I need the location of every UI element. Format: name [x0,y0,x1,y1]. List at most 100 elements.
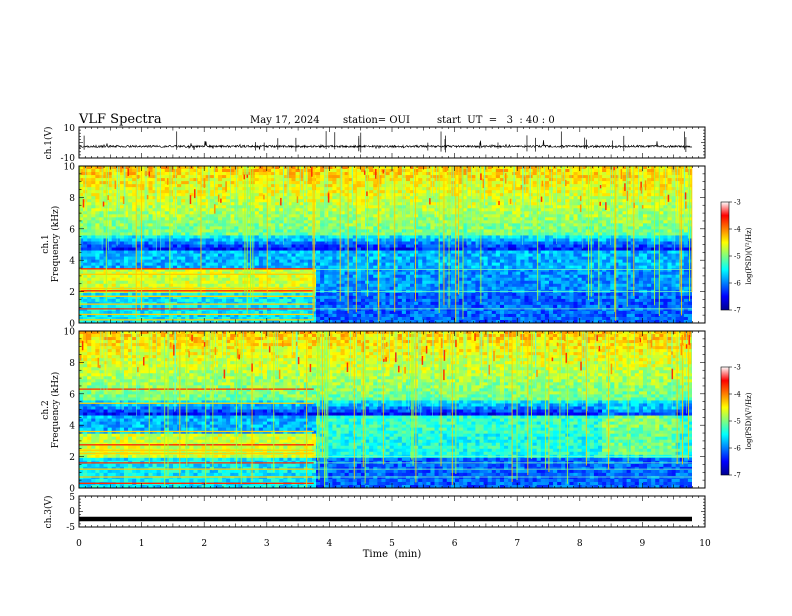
spectrogram-cell [426,193,430,196]
spectrogram-cell [95,299,99,302]
spectrogram-cell [99,284,103,287]
spectrogram-cell [324,208,328,211]
spectrogram-cell [108,305,112,308]
spectrogram-cell [161,172,165,175]
spectrogram-cell [259,166,263,169]
spectrogram-cell [418,296,422,299]
spectrogram-cell [99,187,103,190]
spectrogram-cell [263,245,267,248]
spectrogram-cell [165,251,169,254]
spectrogram-cell [361,293,365,296]
spectrogram-cell [222,251,226,254]
spectrogram-cell [402,284,406,287]
spectrogram-cell [369,293,373,296]
spectrogram-cell [386,305,390,308]
spectrogram-cell [112,169,116,172]
spectrogram-cell [304,241,308,244]
spectrogram-cell [406,241,410,244]
spectrogram-cell [275,251,279,254]
spectrogram-cell [95,220,99,223]
spectrogram-cell [296,208,300,211]
spectrogram-cell [381,299,385,302]
spectrogram-cell [292,260,296,263]
spectrogram-cell [275,193,279,196]
spectrogram-cell [304,220,308,223]
spectrogram-cell [422,263,426,266]
spectrogram-cell [210,232,214,235]
spectrogram-cell [210,257,214,260]
spectrogram-cell [398,226,402,229]
spectrogram-cell [369,190,373,193]
spectrogram-cell [369,299,373,302]
spectrogram-cell [316,235,320,238]
spectrogram-cell [357,208,361,211]
spectrogram-cell [373,314,377,317]
spectrogram-cell [140,199,144,202]
spectrogram-cell [263,205,267,208]
spectrogram-cell [410,251,414,254]
spectrogram-cell [320,223,324,226]
spectrogram-cell [341,302,345,305]
spectrogram-cell [341,226,345,229]
spectrogram-cell [328,217,332,220]
spectrogram-cell [292,208,296,211]
spectrogram-cell [99,248,103,251]
spectrogram-cell [361,311,365,314]
spectrogram-cell [365,299,369,302]
spectrogram-cell [426,238,430,241]
spectrogram-cell [418,196,422,199]
spectrogram-cell [414,208,418,211]
spectrogram-cell [148,305,152,308]
spectrogram-cell [173,190,177,193]
spectrogram-cell [414,193,418,196]
spectrogram-cell [83,254,87,257]
spectrogram-cell [320,178,324,181]
spectrogram-cell [226,241,230,244]
spectrogram-cell [324,275,328,278]
spectrogram-cell [185,232,189,235]
spectrogram-cell [324,238,328,241]
spectrogram-cell [435,232,439,235]
spectrogram-cell [255,229,259,232]
spectrogram-cell [418,217,422,220]
spectrogram-cell [287,232,291,235]
spectrogram-cell [328,263,332,266]
spectrogram-cell [181,278,185,281]
spectrogram-cell [173,220,177,223]
spectrogram-cell [234,251,238,254]
spectrogram-cell [332,184,336,187]
spectrogram-cell [83,223,87,226]
spectrogram-cell [148,211,152,214]
spectrogram-cell [226,208,230,211]
spectrogram-cell [316,184,320,187]
spectrogram-cell [341,257,345,260]
spectrogram-cell [87,193,91,196]
spectrogram-cell [406,208,410,211]
spectrogram-cell [426,263,430,266]
spectrogram-cell [83,275,87,278]
spectrogram-cell [226,223,230,226]
spectrogram-cell [373,245,377,248]
spectrogram-cell [128,281,132,284]
spectrogram-cell [271,205,275,208]
spectrogram-cell [222,278,226,281]
spectrogram-cell [206,196,210,199]
spectrogram-cell [430,226,434,229]
spectrogram-cell [95,202,99,205]
spectrogram-cell [193,251,197,254]
spectrogram-cell [386,311,390,314]
spectrogram-cell [430,238,434,241]
spectrogram-cell [422,193,426,196]
spectrogram-cell [193,263,197,266]
spectrogram-cell [226,172,230,175]
spectrogram-cell [108,275,112,278]
spectrogram-cell [349,317,353,320]
spectrogram-cell [210,169,214,172]
spectrogram-cell [206,205,210,208]
spectrogram-cell [304,263,308,266]
spectrogram-cell [353,317,357,320]
spectrogram-cell [255,299,259,302]
spectrogram-cell [316,214,320,217]
spectrogram-cell [430,169,434,172]
spectrogram-cell [357,299,361,302]
